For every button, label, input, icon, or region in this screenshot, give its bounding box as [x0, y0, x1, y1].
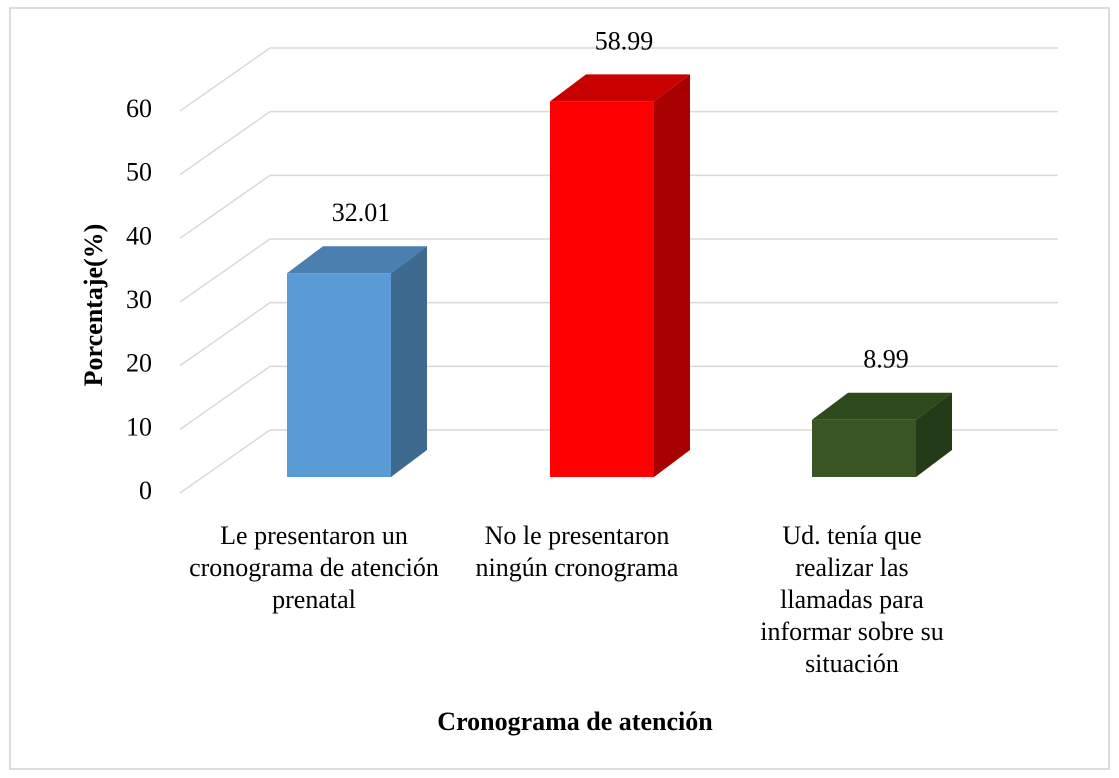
grid-line-diagonal [179, 302, 271, 367]
bar-top [550, 74, 690, 102]
data-label: 32.01 [332, 198, 391, 227]
bar-side [916, 392, 952, 477]
grid-line-diagonal [179, 111, 271, 176]
bar-top [812, 392, 952, 420]
bar [287, 273, 391, 477]
y-tick-label: 50 [126, 158, 152, 187]
x-tick-label: No le presentaron ningún cronograma [475, 521, 679, 582]
x-axis-title: Cronograma de atención [437, 707, 713, 736]
grid-line-diagonal [179, 174, 271, 239]
y-tick-label: 30 [126, 285, 152, 314]
bar-top [287, 246, 427, 274]
y-tick-label: 10 [126, 412, 152, 441]
grid-line-diagonal [179, 429, 271, 494]
y-axis-title: Porcentaje(%) [79, 224, 108, 387]
y-tick-label: 0 [139, 476, 152, 505]
bar-side [654, 74, 690, 478]
grid-line-diagonal [179, 365, 271, 430]
y-tick-label: 60 [126, 94, 152, 123]
bar-side [391, 246, 427, 477]
grid-line-diagonal [179, 238, 271, 303]
bar [550, 101, 654, 478]
bar [812, 419, 916, 477]
data-label: 8.99 [863, 345, 909, 374]
y-tick-label: 40 [126, 221, 152, 250]
x-tick-label: Le presentaron un cronograma de atención… [189, 521, 439, 614]
data-label: 58.99 [595, 26, 654, 55]
x-tick-label: Ud. tenía que realizar las llamadas para… [760, 521, 944, 678]
grid-line-diagonal [179, 47, 271, 112]
y-tick-label: 20 [126, 349, 152, 378]
